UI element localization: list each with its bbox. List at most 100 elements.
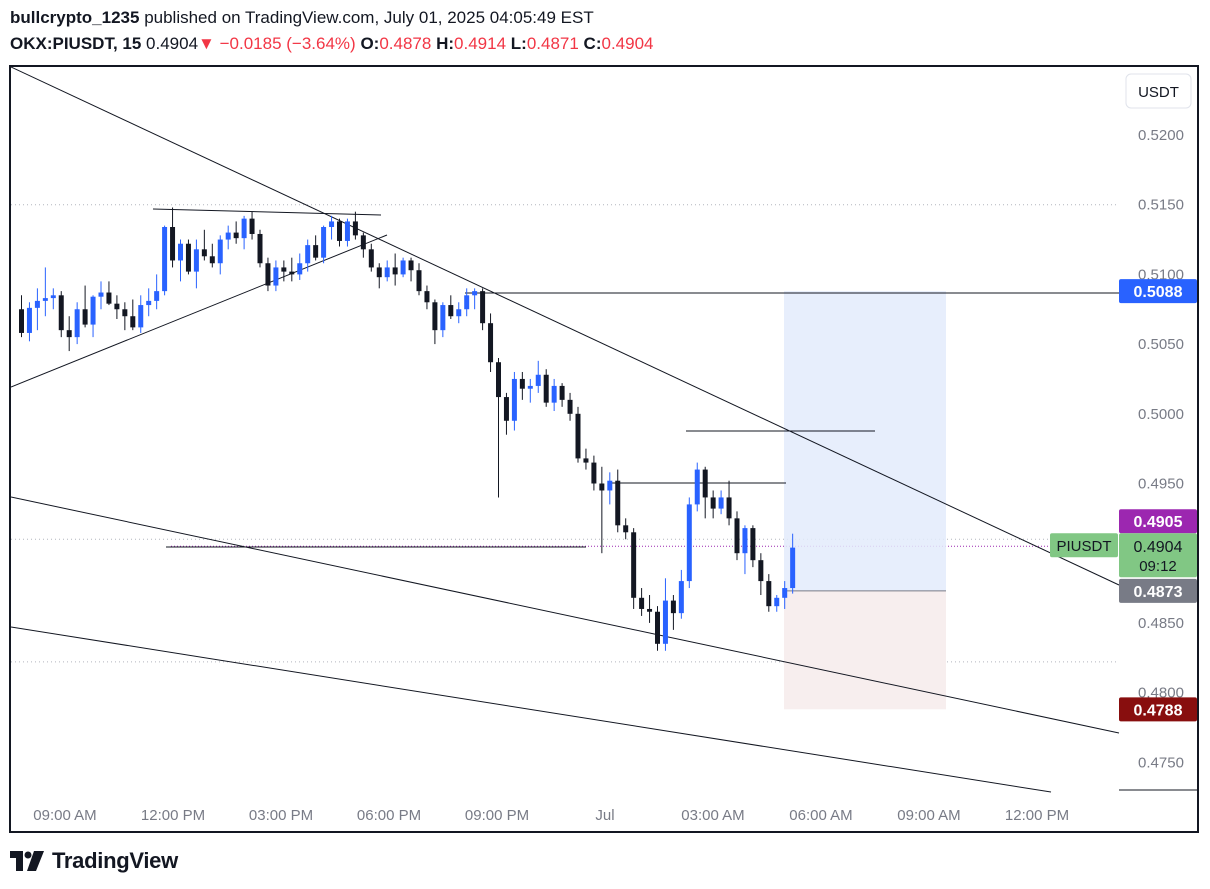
target-price-tag-text: 0.5088 — [1134, 284, 1183, 301]
down-arrow-icon: ▼ — [198, 34, 215, 53]
candle — [774, 595, 780, 612]
trend-lines — [11, 67, 1197, 793]
candle — [790, 533, 796, 594]
candle-body — [82, 309, 88, 325]
candle-body — [472, 291, 478, 296]
candle-body — [480, 291, 486, 324]
candle-body — [114, 303, 120, 310]
candle — [66, 316, 72, 352]
candle-body — [750, 528, 756, 561]
candle-body — [670, 600, 676, 614]
time-axis-label: 03:00 AM — [681, 807, 744, 824]
candle-body — [249, 218, 255, 234]
candle-body — [416, 270, 422, 292]
candle — [305, 239, 311, 272]
time-axis-label: 09:00 AM — [33, 807, 96, 824]
candle-body — [178, 243, 183, 261]
candle-body — [551, 385, 557, 403]
time-axis-label: 06:00 PM — [357, 807, 421, 824]
candle-body — [758, 560, 764, 582]
candle — [289, 257, 295, 282]
tradingview-logo[interactable]: TradingView — [10, 848, 178, 874]
candle-body — [639, 597, 645, 609]
candle — [130, 299, 136, 331]
candle — [639, 588, 645, 616]
price-axis-label: 0.5000 — [1138, 406, 1184, 423]
candle — [472, 288, 478, 310]
candle — [758, 553, 764, 596]
candle — [297, 253, 303, 280]
candle — [360, 232, 366, 258]
candle — [265, 257, 271, 292]
candle — [122, 302, 128, 331]
candle — [193, 239, 199, 289]
symbol-name[interactable]: OKX:PIUSDT, 15 — [10, 34, 142, 53]
chart-frame[interactable]: 0.5200 0.5150 0.5100 0.5050 0.5000 0.4950 0.48… — [9, 65, 1199, 833]
candle — [146, 288, 152, 317]
candle-body — [313, 245, 319, 258]
price-axis-label: 0.4950 — [1138, 476, 1184, 493]
currency-button[interactable]: USDT — [1125, 73, 1192, 109]
candle — [710, 490, 716, 519]
candle-body — [535, 374, 541, 386]
candle-body — [360, 235, 366, 250]
currency-label: USDT — [1138, 84, 1179, 101]
candle-body — [567, 399, 573, 414]
candle-body — [42, 298, 48, 301]
candle-body — [694, 469, 700, 505]
candle-body — [352, 221, 358, 236]
candle — [694, 462, 700, 512]
candle-body — [368, 249, 374, 268]
time-axis-label: 06:00 AM — [789, 807, 852, 824]
candle — [718, 490, 724, 515]
high-label: H: — [436, 34, 455, 53]
descending-resistance-line — [11, 67, 1120, 586]
candle — [766, 574, 772, 612]
candle — [178, 239, 183, 282]
price-axis-label: 0.5050 — [1138, 336, 1184, 353]
candle-body — [511, 378, 517, 421]
candle-body — [392, 267, 398, 275]
entry-price-tag-bg — [1119, 578, 1197, 603]
open-value: 0.4878 — [379, 34, 432, 53]
candle — [42, 267, 48, 317]
candle — [337, 218, 342, 247]
candle — [543, 369, 549, 407]
grid-lines — [11, 204, 1119, 663]
candle — [742, 525, 748, 575]
candle-body — [58, 295, 64, 331]
candle — [34, 288, 40, 331]
candle-body — [344, 221, 350, 241]
candle — [352, 211, 358, 240]
pennant-top-line — [152, 208, 382, 216]
candle-body — [519, 378, 525, 389]
candle-body — [138, 305, 144, 328]
candle — [170, 207, 176, 268]
close-label: C: — [583, 34, 602, 53]
candle-body — [488, 323, 494, 363]
candle-body — [432, 302, 438, 331]
open-label: O: — [360, 34, 380, 53]
time-axis-label: 09:00 AM — [897, 807, 960, 824]
candle-body — [710, 497, 716, 509]
candle — [448, 295, 454, 320]
candle-body — [559, 385, 565, 400]
candle-body — [400, 260, 406, 275]
candle — [424, 285, 430, 310]
candle — [82, 285, 88, 328]
candle-body — [408, 260, 414, 271]
candle — [209, 243, 215, 268]
candle-body — [464, 295, 470, 310]
candle — [583, 448, 589, 470]
candle — [527, 378, 533, 403]
author-name[interactable]: bullcrypto_1235 — [10, 8, 140, 27]
candle — [511, 371, 517, 431]
candle — [162, 225, 168, 296]
candle-body — [273, 267, 279, 286]
time-axis-label: Jul — [595, 807, 614, 824]
price-chart[interactable]: 0.52000.51500.51000.50500.50000.49500.48… — [11, 67, 1197, 831]
tradingview-logo-icon — [10, 851, 44, 871]
candle-body — [742, 528, 748, 554]
candle — [599, 466, 605, 554]
candle-body — [448, 305, 454, 317]
